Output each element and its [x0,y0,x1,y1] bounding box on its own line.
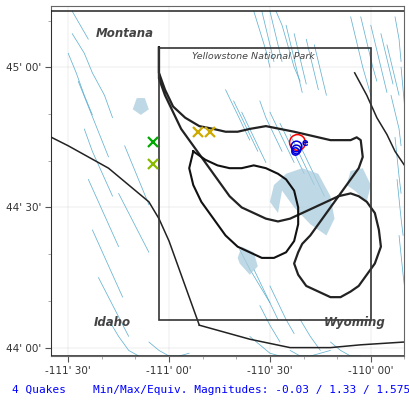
Bar [159,48,370,320]
Polygon shape [133,98,148,115]
Text: Yellowstone National Park: Yellowstone National Park [192,52,315,60]
Text: 4 Quakes    Min/Max/Equiv. Magnitudes: -0.03 / 1.33 / 1.575: 4 Quakes Min/Max/Equiv. Magnitudes: -0.0… [12,385,409,395]
Polygon shape [237,247,257,275]
Polygon shape [269,168,334,236]
Text: Montana: Montana [95,27,153,40]
Text: Idaho: Idaho [94,316,131,329]
Polygon shape [346,168,370,202]
Text: Wyoming: Wyoming [323,316,384,329]
Text: e: e [301,138,307,148]
